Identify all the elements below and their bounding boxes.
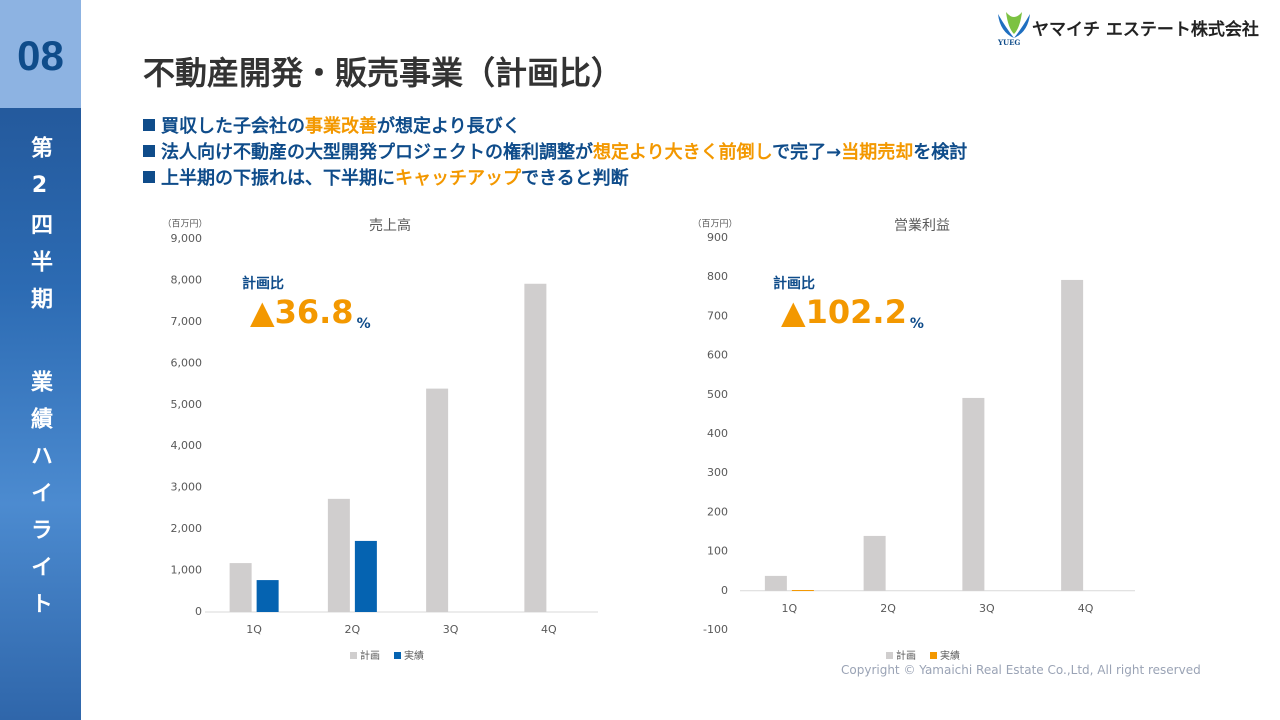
x-tick-label: 1Q bbox=[246, 623, 262, 636]
annotation-label: 計画比 bbox=[242, 275, 284, 292]
legend-swatch bbox=[394, 652, 401, 659]
sidebar: 08 第2四半期 業績ハイライト bbox=[0, 0, 81, 720]
legend-swatch bbox=[930, 652, 937, 659]
bar bbox=[354, 540, 377, 612]
legend-swatch bbox=[886, 652, 893, 659]
copyright: Copyright © Yamaichi Real Estate Co.,Ltd… bbox=[841, 663, 1201, 677]
annotation-unit: % bbox=[357, 316, 371, 332]
bullet-text: 法人向け不動産の大型開発プロジェクトの権利調整が bbox=[161, 142, 593, 163]
sidebar-top bbox=[0, 0, 81, 108]
bullet: 買収した子会社の事業改善が想定より長びく bbox=[143, 112, 521, 138]
bar bbox=[764, 575, 787, 591]
bar bbox=[962, 397, 985, 591]
y-tick-label: 0 bbox=[195, 605, 202, 618]
annotation-value: ▲102.2% bbox=[781, 293, 924, 332]
bullet-text: で完了→ bbox=[772, 142, 842, 163]
bullet-text: キャッチアップ bbox=[395, 168, 521, 189]
legend-label: 実績 bbox=[404, 649, 424, 662]
logo-mark bbox=[998, 12, 1030, 38]
x-tick-label: 2Q bbox=[345, 623, 361, 636]
y-tick-label: 600 bbox=[707, 349, 728, 362]
legend-label: 実績 bbox=[940, 649, 960, 662]
y-tick-label: 5,000 bbox=[171, 398, 203, 411]
y-tick-label: 3,000 bbox=[171, 481, 203, 494]
bullet-text: 当期売却 bbox=[841, 142, 914, 163]
x-tick-label: 4Q bbox=[541, 623, 557, 636]
bullet-text: を検討 bbox=[913, 142, 968, 163]
y-tick-label: 6,000 bbox=[171, 356, 203, 369]
logo-text: YUEG bbox=[998, 38, 1021, 47]
y-tick-label: 800 bbox=[707, 270, 728, 283]
unit-label: （百万円） bbox=[692, 219, 737, 230]
bullet: 上半期の下振れは、下半期にキャッチアップできると判断 bbox=[143, 164, 629, 190]
x-tick-label: 1Q bbox=[782, 602, 798, 615]
y-tick-label: 8,000 bbox=[171, 273, 203, 286]
annotation-unit: % bbox=[910, 316, 924, 332]
chart-title: 営業利益 bbox=[894, 218, 950, 234]
y-tick-label: -100 bbox=[703, 623, 728, 636]
sidebar-label: 業績ハイライト bbox=[27, 370, 52, 629]
y-tick-label: 100 bbox=[707, 545, 728, 558]
y-tick-label: 9,000 bbox=[171, 232, 203, 245]
bullet-text: できると判断 bbox=[521, 168, 629, 189]
bullet-text: が想定より長びく bbox=[377, 116, 521, 137]
bar bbox=[256, 580, 279, 612]
bullet: 法人向け不動産の大型開発プロジェクトの権利調整が想定より大きく前倒しで完了→当期… bbox=[143, 138, 967, 164]
bullet-text: 想定より大きく前倒し bbox=[593, 142, 773, 163]
legend-swatch bbox=[350, 652, 357, 659]
y-tick-label: 200 bbox=[707, 505, 728, 518]
y-tick-label: 500 bbox=[707, 388, 728, 401]
section-number: 08 bbox=[17, 32, 64, 79]
chart-title: 売上高 bbox=[369, 217, 411, 234]
bar bbox=[524, 283, 547, 612]
y-tick-label: 700 bbox=[707, 309, 728, 322]
y-tick-label: 1,000 bbox=[171, 564, 203, 577]
bullet-text: 上半期の下振れは、下半期に bbox=[161, 168, 395, 189]
company-name: ヤマイチ エステート株式会社 bbox=[1032, 20, 1259, 40]
sidebar-label: 第2四半期 bbox=[27, 136, 52, 324]
legend-label: 計画 bbox=[896, 649, 916, 662]
bar bbox=[791, 590, 814, 592]
annotation-number: ▲36.8 bbox=[250, 293, 354, 331]
y-tick-label: 400 bbox=[707, 427, 728, 440]
y-tick-label: 7,000 bbox=[171, 315, 203, 328]
annotation-value: ▲36.8% bbox=[250, 293, 371, 332]
y-tick-label: 300 bbox=[707, 466, 728, 479]
bar bbox=[327, 498, 350, 612]
x-tick-label: 3Q bbox=[979, 602, 995, 615]
legend-label: 計画 bbox=[360, 649, 380, 662]
page-title: 不動産開発・販売事業（計画比） bbox=[143, 54, 624, 92]
bullet-text: 事業改善 bbox=[305, 116, 377, 137]
bullet-text: 買収した子会社の bbox=[161, 116, 305, 137]
bar bbox=[1061, 279, 1084, 591]
bar bbox=[229, 563, 252, 612]
y-tick-label: 0 bbox=[721, 584, 728, 597]
unit-label: （百万円） bbox=[162, 219, 207, 230]
bar bbox=[863, 535, 886, 591]
y-tick-label: 900 bbox=[707, 231, 728, 244]
y-tick-label: 4,000 bbox=[171, 439, 203, 452]
x-tick-label: 4Q bbox=[1078, 602, 1094, 615]
x-tick-label: 3Q bbox=[443, 623, 459, 636]
annotation-number: ▲102.2 bbox=[781, 293, 907, 331]
annotation-label: 計画比 bbox=[773, 275, 815, 292]
x-tick-label: 2Q bbox=[880, 602, 896, 615]
bar bbox=[426, 388, 449, 612]
y-tick-label: 2,000 bbox=[171, 522, 203, 535]
